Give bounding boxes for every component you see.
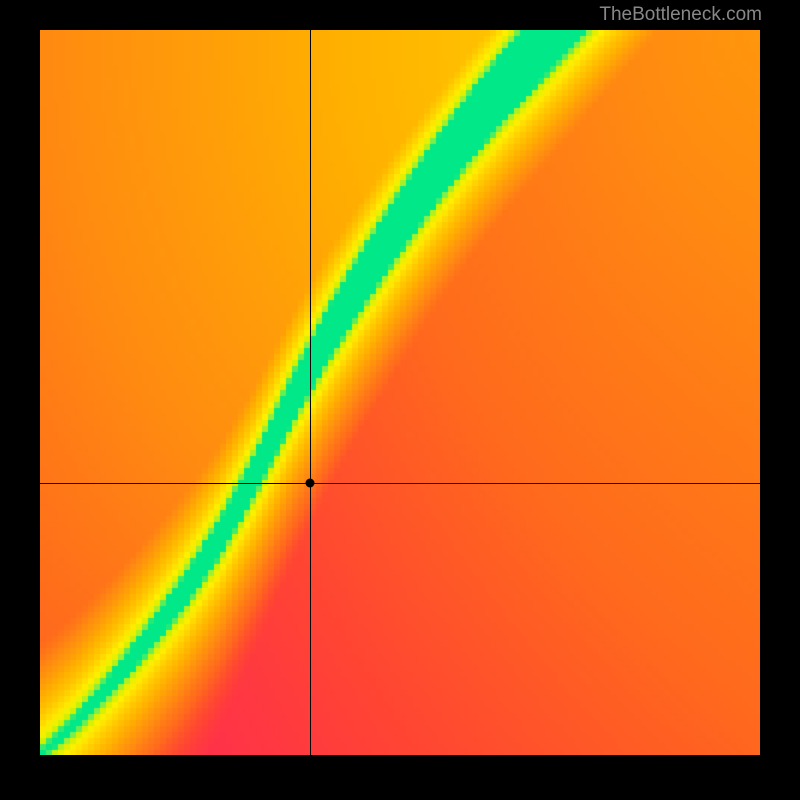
crosshair-vertical	[310, 30, 311, 755]
marker-point	[306, 479, 315, 488]
watermark-text: TheBottleneck.com	[599, 4, 762, 26]
crosshair-horizontal	[40, 483, 760, 484]
heatmap-canvas	[40, 30, 760, 755]
heatmap-chart	[40, 30, 760, 755]
